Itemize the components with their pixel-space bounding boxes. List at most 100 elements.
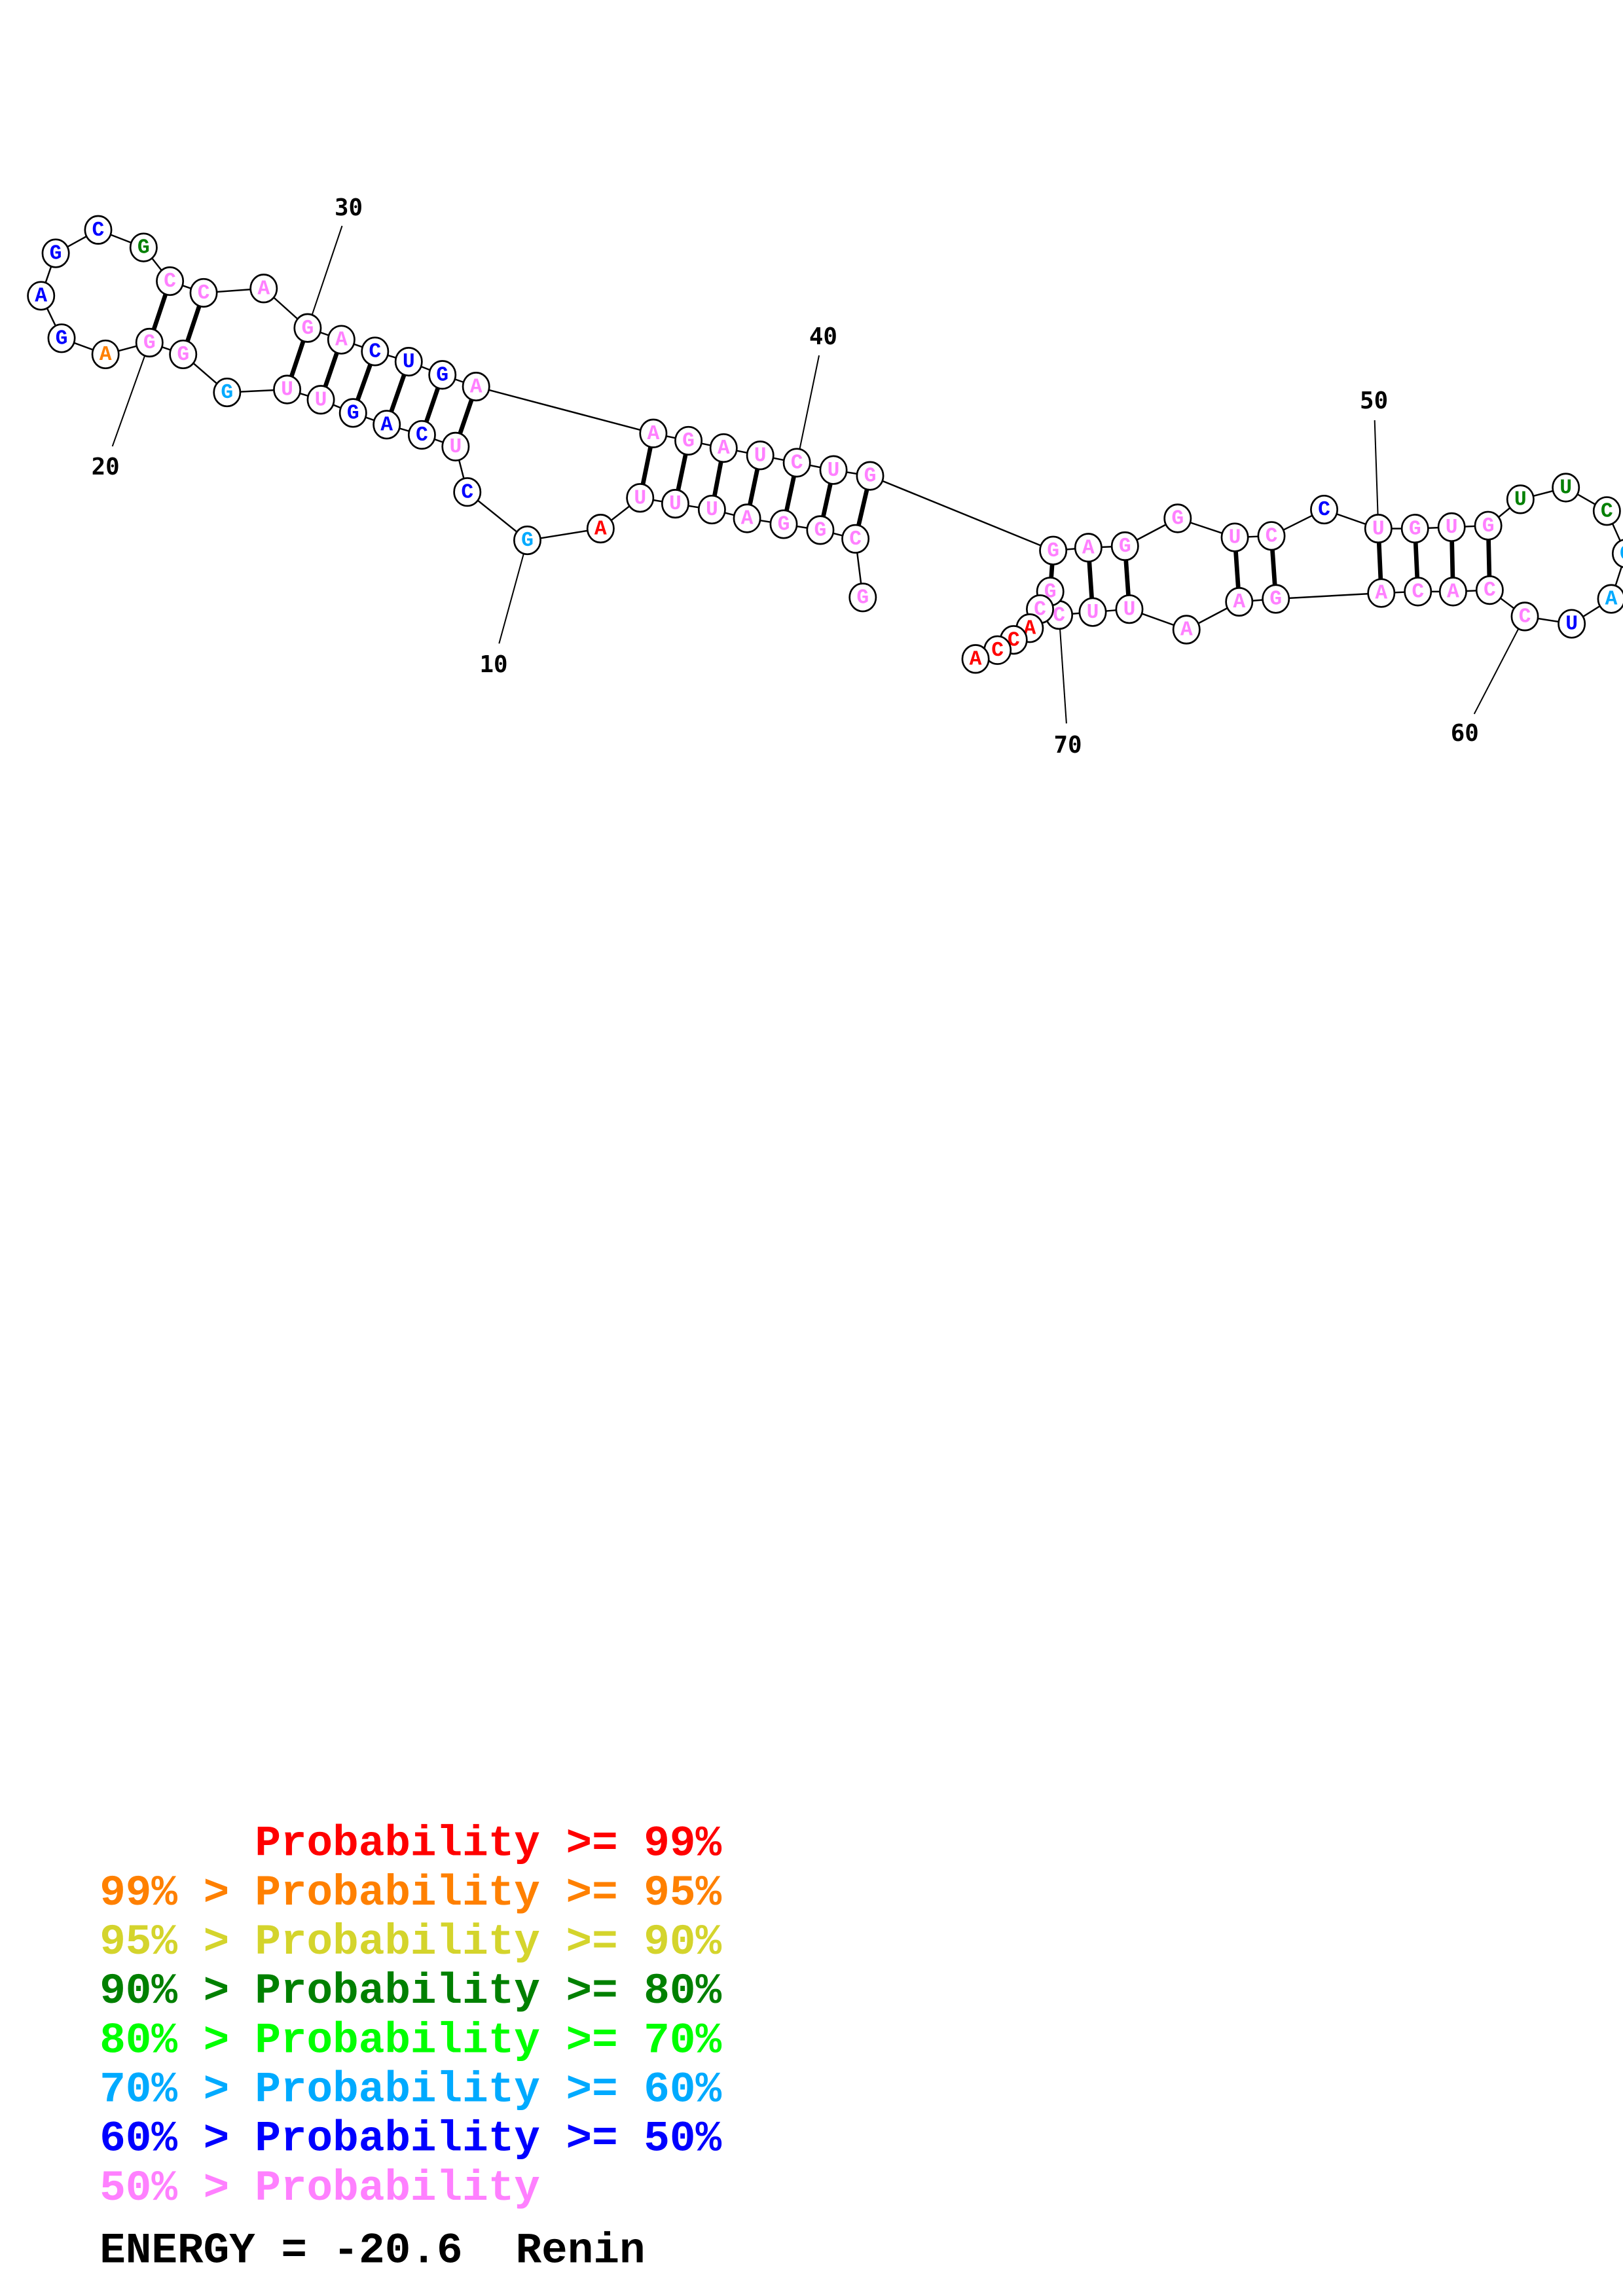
nucleotide: A [327, 325, 356, 355]
nucleotide-letter: A [647, 423, 659, 446]
probability-legend: Probability >= 99% 99% > Probability >= 95… [100, 1820, 721, 2213]
nucleotide-letter: U [1514, 489, 1527, 512]
legend-entry: Probability >= 95% [255, 1869, 721, 1918]
nucleotide-circle [91, 339, 120, 370]
nucleotide-circle [1262, 584, 1290, 614]
nucleotide: U [1506, 484, 1535, 514]
nucleotide: G [213, 377, 242, 408]
nucleotide: A [462, 372, 490, 402]
nucleotide-letter: G [436, 364, 448, 387]
nucleotide: G [428, 360, 457, 390]
nucleotide-letter: G [521, 529, 534, 552]
nucleotide: U [1558, 609, 1586, 639]
nucleotide: C [156, 266, 185, 296]
nucleotide-circle [394, 347, 423, 377]
nucleotide-letter: C [1412, 581, 1424, 603]
nucleotide-circle [1552, 473, 1580, 503]
nucleotide-circle [1592, 496, 1621, 526]
nucleotide-circle [428, 360, 457, 390]
position-labels: 10 20 30 40 50 60 70 [92, 194, 1479, 759]
legend-entry: Probability [255, 2164, 540, 2213]
nucleotide-letter: C [1318, 499, 1330, 522]
position-label: 60 [1451, 720, 1479, 747]
nucleotide-circle [1597, 584, 1623, 614]
nucleotide-letter: U [669, 493, 682, 516]
nucleotide-circle [1367, 578, 1396, 608]
nucleotide-letter: A [1180, 619, 1193, 642]
position-tick [1374, 420, 1379, 529]
nucleotide-letter: A [1605, 588, 1618, 611]
nucleotide: G [1400, 514, 1429, 544]
nucleotide: U [819, 455, 848, 485]
nucleotide-letter: U [449, 436, 462, 459]
nucleotide: G [1039, 535, 1068, 565]
nucleotide-letter: G [1409, 518, 1421, 541]
nucleotide: C [407, 420, 436, 450]
nucleotide-letter: C [164, 270, 176, 293]
nucleotide-letter: U [1229, 527, 1241, 550]
nucleotide-letter: C [791, 452, 803, 475]
nucleotide: U [661, 489, 689, 519]
nucleotide: U [394, 347, 423, 377]
nucleotide-letter: A [257, 278, 270, 300]
nucleotide: G [769, 509, 798, 539]
nucleotide-letter: U [706, 499, 718, 522]
nucleotide-circle [407, 420, 436, 450]
nucleotide-circle [156, 266, 185, 296]
nucleotide-letter: A [970, 648, 982, 671]
nucleotide-circle [361, 336, 390, 367]
nucleotide-letter: A [1447, 581, 1459, 603]
nucleotide-circle [273, 374, 302, 404]
nucleotide-circle [1257, 521, 1286, 551]
nucleotide-circle [769, 509, 798, 539]
nucleotide: A [1225, 586, 1254, 617]
nucleotide-letter: C [198, 282, 210, 305]
nucleotide-letter: U [1123, 598, 1136, 621]
nucleotide: G [1163, 503, 1192, 533]
nucleotide-circle [189, 278, 218, 308]
nucleotide-circle [373, 410, 401, 440]
nucleotide: G [169, 339, 198, 370]
position-tick [1473, 616, 1525, 715]
position-label: 20 [92, 454, 120, 480]
nucleotide-letter: A [594, 518, 607, 541]
nucleotide-circle [1510, 601, 1539, 632]
nucleotide-circle [306, 385, 335, 415]
nucleotide-letter: G [221, 382, 233, 404]
nucleotide: C [361, 336, 390, 367]
legend-prefix: 60% > [100, 2115, 229, 2164]
nucleotide-circle [1400, 514, 1429, 544]
nucleotide: A [373, 410, 401, 440]
legend-prefix: 70% > [100, 2065, 229, 2114]
legend-entry: Probability >= 99% [255, 1820, 721, 1869]
nucleotide: A [249, 274, 278, 304]
nucleotide: C [1310, 494, 1339, 525]
nucleotide: G [1262, 584, 1290, 614]
nucleotide-letter: U [281, 379, 293, 402]
nucleotide-letter: C [1601, 500, 1613, 523]
nucleotide-circle [1475, 575, 1504, 605]
position-tick [498, 540, 528, 644]
nucleotide-circle [41, 238, 70, 268]
nucleotide-circle [746, 440, 775, 471]
nucleotide-circle [697, 494, 726, 525]
nucleotide-letter: C [1266, 525, 1278, 548]
nucleotide-circle [1558, 609, 1586, 639]
nucleotide: C [189, 278, 218, 308]
nucleotide-circle [1220, 522, 1249, 552]
nucleotide: A [1438, 577, 1467, 607]
nucleotide-letter: G [682, 430, 695, 453]
nucleotide: G [513, 525, 541, 556]
nucleotide-circle [169, 339, 198, 370]
legend-entry: Probability >= 70% [255, 2016, 721, 2065]
position-label: 50 [1360, 387, 1388, 414]
nucleotide-circle [1506, 484, 1535, 514]
nucleotide: G [848, 583, 877, 613]
nucleotide-circle [1225, 586, 1254, 617]
nucleotide: G [41, 238, 70, 268]
nucleotide-circle [1611, 539, 1623, 568]
nucleotide-letter: C [92, 219, 105, 242]
nucleotide: U [626, 483, 655, 513]
backbone-segment [1275, 592, 1381, 600]
